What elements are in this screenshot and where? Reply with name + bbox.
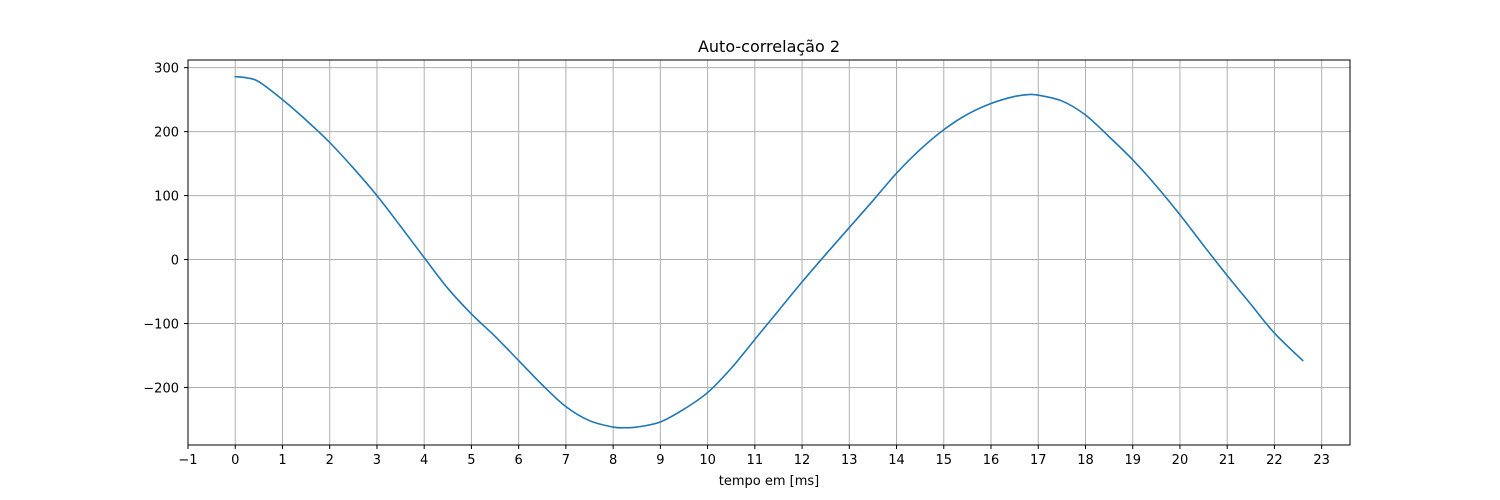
- series-layer: [234, 75, 1304, 429]
- x-tick-label: 23: [1313, 453, 1330, 468]
- grid: [187, 60, 1350, 445]
- x-tick-label: 14: [888, 453, 905, 468]
- series-line: [234, 75, 1304, 429]
- x-axis-label: tempo em [ms]: [719, 474, 819, 489]
- x-tick-label: 8: [609, 453, 617, 468]
- x-tick-label: 1: [278, 453, 286, 468]
- x-tick-label: 7: [562, 453, 570, 468]
- y-tick-label: 200: [154, 126, 179, 141]
- chart-title: Auto-correlação 2: [698, 37, 840, 56]
- x-tick-label: 17: [1030, 453, 1047, 468]
- x-tick-label: 2: [326, 453, 334, 468]
- y-tick-label: 300: [154, 62, 179, 77]
- ticks: −1 0 1 2 3 4 5 6 7 8 9 10 11 12 13 14 15 16 17 18 19 20 21 22 23…: [143, 62, 1330, 468]
- y-tick-label: 0: [171, 254, 179, 269]
- x-tick-label: 21: [1219, 453, 1236, 468]
- x-tick-label: 5: [467, 453, 475, 468]
- x-tick-label: 9: [656, 453, 664, 468]
- x-tick-label: 4: [420, 453, 428, 468]
- x-tick-label: 18: [1077, 453, 1094, 468]
- y-tick-label: −200: [143, 381, 179, 396]
- x-tick-label: 3: [373, 453, 381, 468]
- x-tick-label: 13: [841, 453, 858, 468]
- x-tick-label: 12: [794, 453, 811, 468]
- x-tick-label: 19: [1124, 453, 1141, 468]
- plot-frame: [187, 59, 1351, 446]
- x-tick-label: 22: [1266, 453, 1283, 468]
- x-tick-label: 15: [935, 453, 952, 468]
- x-tick-label: 11: [747, 453, 764, 468]
- x-tick-label: 20: [1172, 453, 1189, 468]
- x-tick-label: 6: [515, 453, 523, 468]
- x-tick-label: −1: [178, 453, 197, 468]
- y-tick-label: 100: [154, 190, 179, 205]
- y-tick-label: −100: [143, 317, 179, 332]
- x-tick-label: 10: [699, 453, 716, 468]
- x-tick-label: 16: [983, 453, 1000, 468]
- x-tick-label: 0: [231, 453, 239, 468]
